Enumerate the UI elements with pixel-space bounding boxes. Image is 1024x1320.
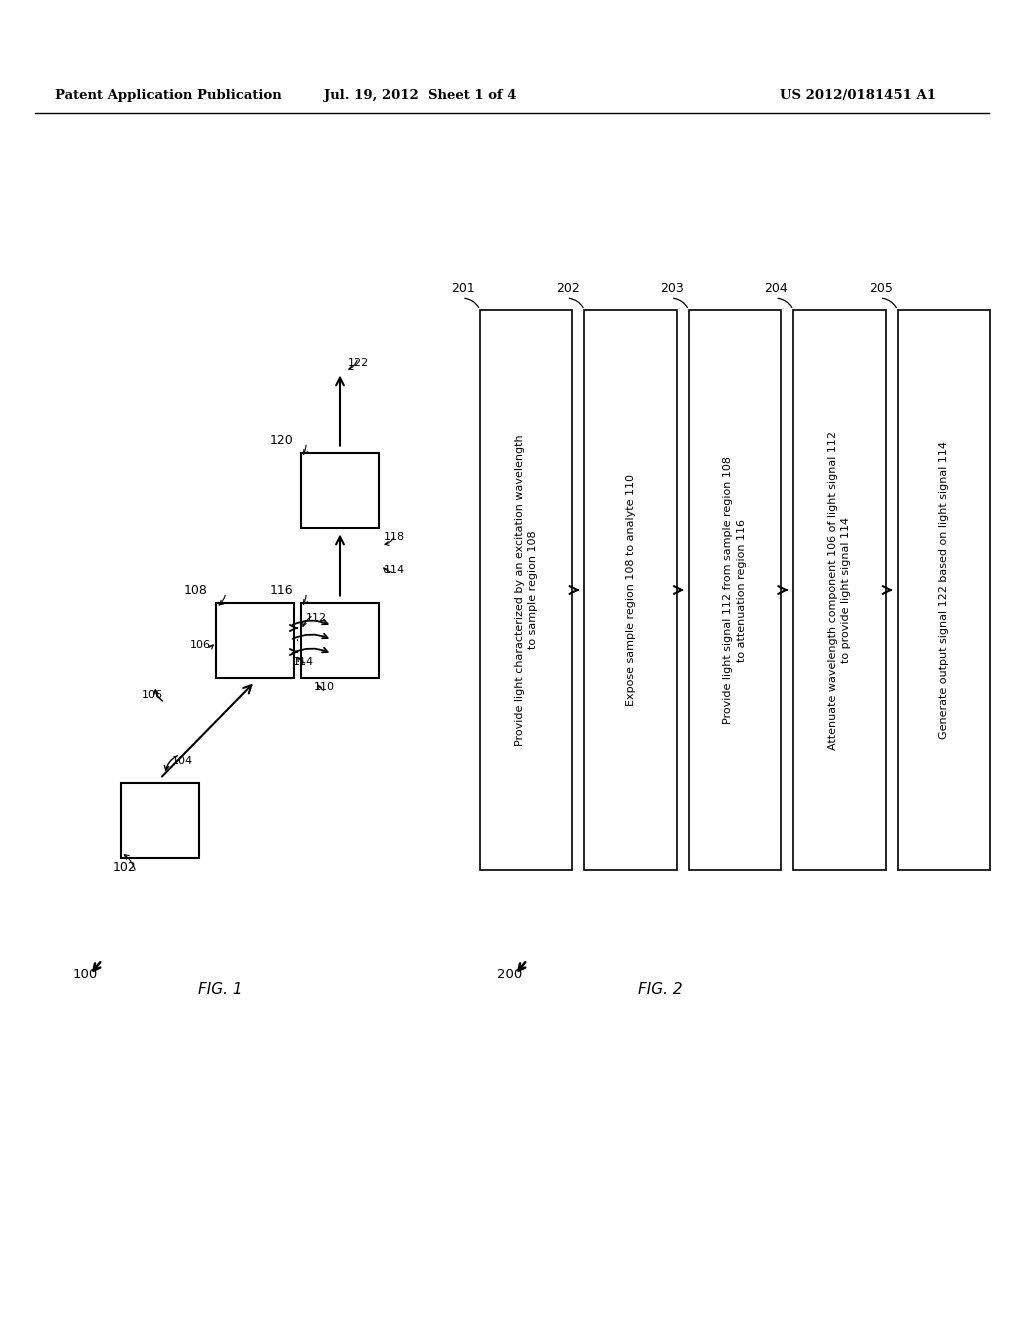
Bar xyxy=(480,310,572,870)
Text: Jul. 19, 2012  Sheet 1 of 4: Jul. 19, 2012 Sheet 1 of 4 xyxy=(324,88,516,102)
Text: 122: 122 xyxy=(348,358,370,367)
Text: 200: 200 xyxy=(498,969,522,982)
Text: Provide light signal 112 from sample region 108
to attenuation region 116: Provide light signal 112 from sample reg… xyxy=(723,455,746,723)
Text: 104: 104 xyxy=(172,755,194,766)
Text: FIG. 1: FIG. 1 xyxy=(198,982,243,998)
Text: 204: 204 xyxy=(765,282,788,294)
Text: 106: 106 xyxy=(190,640,211,649)
Text: 203: 203 xyxy=(660,282,684,294)
Bar xyxy=(898,310,990,870)
Text: 112: 112 xyxy=(305,612,327,623)
Text: 114: 114 xyxy=(293,657,313,667)
Bar xyxy=(121,783,199,858)
Text: 110: 110 xyxy=(314,682,335,693)
Text: US 2012/0181451 A1: US 2012/0181451 A1 xyxy=(780,88,936,102)
Text: Attenuate wavelength component 106 of light signal 112
to provide light signal 1: Attenuate wavelength component 106 of li… xyxy=(827,430,851,750)
Text: 100: 100 xyxy=(73,969,97,982)
Bar xyxy=(689,310,781,870)
Text: 114: 114 xyxy=(384,565,406,576)
Bar xyxy=(794,310,886,870)
Text: 108: 108 xyxy=(184,583,208,597)
Text: 102: 102 xyxy=(113,861,137,874)
Bar xyxy=(585,310,677,870)
Text: Expose sample region 108 to analyte 110: Expose sample region 108 to analyte 110 xyxy=(626,474,636,706)
Text: 116: 116 xyxy=(269,583,293,597)
Text: Patent Application Publication: Patent Application Publication xyxy=(55,88,282,102)
Text: 201: 201 xyxy=(452,282,475,294)
Text: 118: 118 xyxy=(384,532,406,543)
Text: 205: 205 xyxy=(868,282,893,294)
Bar xyxy=(216,602,294,677)
Text: Provide light characterized by an excitation wavelength
to sample region 108: Provide light characterized by an excita… xyxy=(515,434,538,746)
Bar xyxy=(301,602,379,677)
Text: 106: 106 xyxy=(142,690,163,701)
Text: 120: 120 xyxy=(269,434,293,447)
Text: 202: 202 xyxy=(556,282,580,294)
Text: FIG. 2: FIG. 2 xyxy=(638,982,682,998)
Text: Generate output signal 122 based on light signal 114: Generate output signal 122 based on ligh… xyxy=(939,441,949,739)
Bar xyxy=(301,453,379,528)
